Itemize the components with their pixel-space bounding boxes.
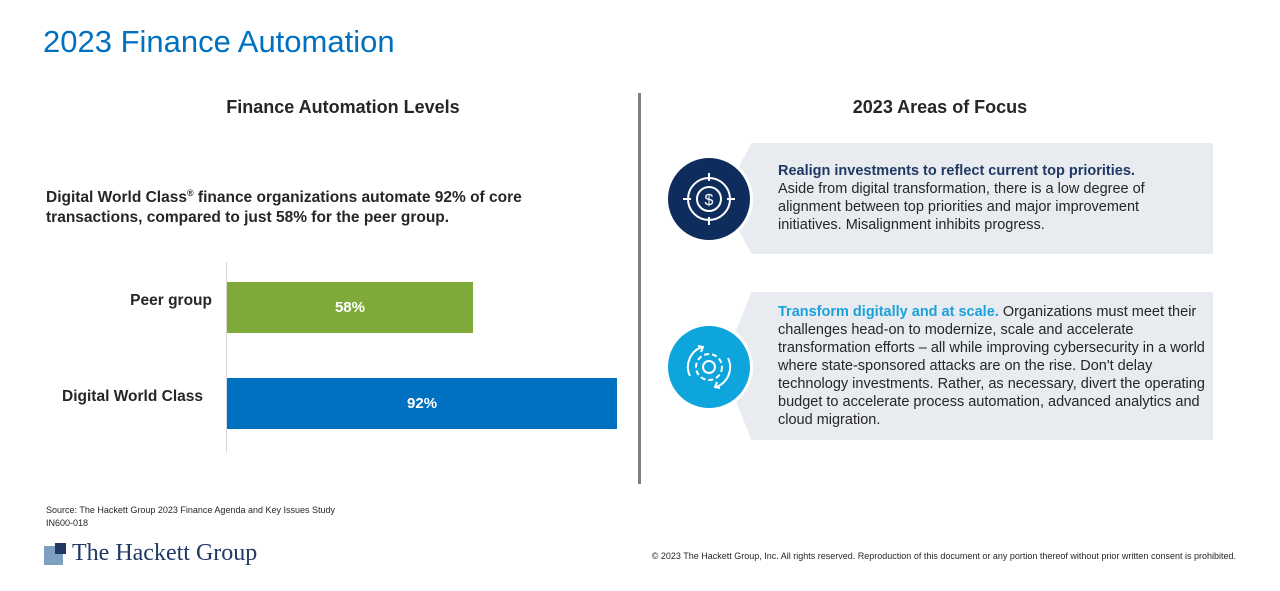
divider: [638, 93, 641, 484]
focus-body-1: Aside from digital transformation, there…: [778, 181, 1145, 233]
bar-chart: Peer group Digital World Class 58% 92%: [0, 262, 640, 453]
focus-title-1: Realign investments to reflect current t…: [778, 163, 1135, 179]
source-text: Source: The Hackett Group 2023 Finance A…: [46, 505, 336, 515]
lead-pre: Digital World Class: [46, 189, 187, 207]
gear-cycle-icon: [665, 323, 753, 411]
company-logo: The Hackett Group: [44, 540, 257, 567]
registered-mark: ®: [186, 188, 194, 198]
copyright: © 2023 The Hackett Group, Inc. All right…: [651, 551, 1236, 561]
page-title: 2023 Finance Automation: [43, 24, 395, 59]
category-label: Peer group: [130, 292, 212, 309]
data-label: 92%: [407, 395, 438, 412]
focus-card-1: [722, 143, 1213, 254]
svg-text:$: $: [705, 192, 714, 209]
bar-peer-group: 58%: [227, 282, 473, 333]
document-code: IN600-018: [46, 518, 89, 528]
bar-digital-world-class: 92%: [227, 378, 618, 429]
focus-text-1: Realign investments to reflect current t…: [778, 162, 1203, 234]
source-note: Source: The Hackett Group 2023 Finance A…: [46, 504, 335, 530]
category-axis: [226, 262, 227, 453]
chart-heading: Finance Automation Levels: [226, 97, 460, 117]
logo-mark-icon: [44, 542, 66, 565]
category-label: Digital World Class: [62, 388, 203, 405]
focus-text-2: Transform digitally and at scale. Organi…: [778, 303, 1208, 429]
lead-post: finance organizations automate 92% of co…: [46, 189, 522, 227]
focus-title-2: Transform digitally and at scale.: [778, 304, 999, 320]
focus-body-2: Organizations must meet their challenges…: [778, 304, 1205, 428]
dollar-target-icon: $: [665, 155, 753, 243]
focus-card-2: [722, 292, 1213, 440]
data-label: 58%: [334, 299, 365, 316]
lead-text: Digital World Class® finance organizatio…: [46, 183, 566, 228]
logo-text: The Hackett Group: [72, 540, 258, 566]
focus-heading: 2023 Areas of Focus: [852, 97, 1028, 117]
